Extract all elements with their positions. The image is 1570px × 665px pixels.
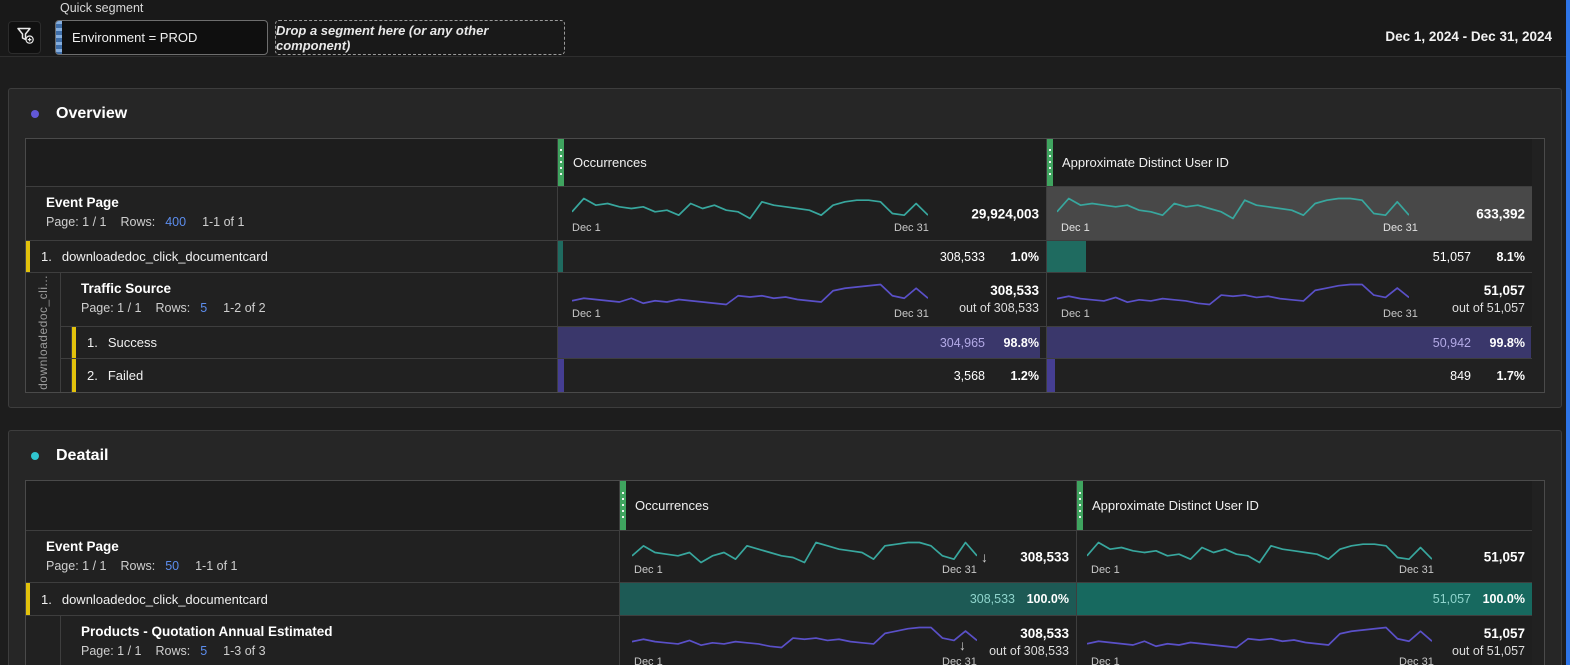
dimension-row-traffic-source[interactable]: Traffic Source Page: 1 / 1 Rows: 5 1-2 o… [61,273,558,327]
overview-panel: Overview Occurrences Approximate Distinc… [8,88,1562,408]
users-sparkline [1057,196,1409,221]
overview-panel-header: Overview [9,89,1561,138]
pager: Page: 1 / 1 Rows: 50 1-1 of 1 [46,559,238,573]
segment-pill[interactable]: Environment = PROD [55,20,268,55]
overview-freeform-table: Occurrences Approximate Distinct User ID… [25,138,1545,393]
column-drag-handle[interactable] [558,139,564,186]
event-page-occurrences-cell[interactable]: Dec 1 Dec 31 29,924,003 [558,187,1047,241]
value-bar [1047,241,1087,272]
total-value: 29,924,003 [971,206,1039,221]
detail-panel-header: Deatail [9,431,1561,480]
row-drag-handle[interactable] [72,327,76,358]
rows-count-dropdown[interactable]: 5 [200,644,208,658]
breakdown-parent-label [26,616,61,665]
panel-color-dot [31,109,39,118]
row-failed[interactable]: 2. Failed [72,359,558,392]
traffic-users-cell[interactable]: Dec 1 Dec 31 51,057 out of 51,057 [1047,273,1532,327]
sort-descending-icon[interactable]: ↓ [959,637,966,653]
item-users-cell[interactable]: 51,057 8.1% [1047,241,1532,273]
panel-color-dot [31,451,39,460]
event-page-users-cell[interactable]: Dec 1 Dec 31 51,057 [1077,531,1532,583]
rows-count-dropdown[interactable]: 5 [200,301,208,315]
column-drag-handle[interactable] [1077,481,1083,530]
detail-freeform-table: Occurrences Approximate Distinct User ID… [25,480,1545,665]
dimension-row-event-page[interactable]: Event Page Page: 1 / 1 Rows: 50 1-1 of 1 [26,531,620,583]
value-bar [1077,583,1532,615]
breakdown-parent-label: downloadedoc_cli... [26,273,61,392]
item-users-cell[interactable]: 51,057 100.0% [1077,583,1532,616]
indent-spacer [61,359,72,392]
column-drag-handle[interactable] [620,481,626,530]
failed-occurrences-cell[interactable]: 3,568 1.2% [558,359,1047,392]
row-downloadedoc-click-documentcard[interactable]: 1. downloadedoc_click_documentcard [26,241,558,273]
rows-count-dropdown[interactable]: 50 [165,559,180,573]
value-bar [558,359,564,392]
event-page-occurrences-cell[interactable]: Dec 1 Dec 31 ↓ 308,533 [620,531,1077,583]
row-drag-handle[interactable] [26,583,30,615]
date-range[interactable]: Dec 1, 2024 - Dec 31, 2024 [1385,29,1552,44]
value-bar [558,241,563,272]
value-bar [1047,359,1056,392]
value-bar [1047,327,1532,358]
success-occurrences-cell[interactable]: 304,965 98.8% [558,327,1047,359]
dimension-row-event-page[interactable]: Event Page Page: 1 / 1 Rows: 400 1-1 of … [26,187,558,241]
occurrences-sparkline [572,196,928,221]
segment-drag-handle[interactable] [56,21,62,54]
row-drag-handle[interactable] [72,359,76,392]
occurrences-sparkline [572,282,928,307]
row-downloadedoc-click-documentcard[interactable]: 1. downloadedoc_click_documentcard [26,583,620,616]
rows-count-dropdown[interactable]: 400 [165,215,187,229]
row-success[interactable]: 1. Success [72,327,558,359]
column-header-occurrences[interactable]: Occurrences [620,481,1077,531]
success-users-cell[interactable]: 50,942 99.8% [1047,327,1532,359]
value-bar [620,583,1076,615]
users-sparkline [1087,540,1432,565]
total-value: 633,392 [1476,206,1525,221]
item-occurrences-cell[interactable]: 308,533 1.0% [558,241,1047,273]
table-corner-cell [26,139,558,187]
dimension-row-products[interactable]: Products - Quotation Annual Estimated Pa… [61,616,620,665]
item-occurrences-cell[interactable]: 308,533 100.0% [620,583,1077,616]
indent-spacer [61,327,72,359]
pager: Page: 1 / 1 Rows: 5 1-2 of 2 [81,301,266,315]
value-bar [558,327,1041,358]
column-header-users[interactable]: Approximate Distinct User ID [1077,481,1532,531]
products-users-cell[interactable]: Dec 1 Dec 31 51,057 out of 51,057 [1077,616,1532,665]
filter-add-icon [15,25,35,50]
row-drag-handle[interactable] [26,241,30,272]
segment-drop-zone[interactable]: Drop a segment here (or any other compon… [275,20,565,55]
window-focus-edge [1566,0,1570,665]
event-page-users-cell-selected[interactable]: Dec 1 Dec 31 633,392 [1047,187,1532,241]
segment-pill-label: Environment = PROD [72,30,198,45]
column-header-occurrences[interactable]: Occurrences [558,139,1047,187]
add-filter-button[interactable] [8,21,41,54]
users-sparkline [1087,625,1432,650]
occurrences-sparkline [632,625,977,650]
products-occurrences-cell[interactable]: Dec 1 Dec 31 ↓ 308,533 out of 308,533 [620,616,1077,665]
traffic-occurrences-cell[interactable]: Dec 1 Dec 31 308,533 out of 308,533 [558,273,1047,327]
panel-title: Overview [56,104,128,122]
users-sparkline [1057,282,1409,307]
column-header-users[interactable]: Approximate Distinct User ID [1047,139,1532,187]
panel-title: Deatail [56,446,109,464]
pager: Page: 1 / 1 Rows: 400 1-1 of 1 [46,215,245,229]
sort-descending-icon[interactable]: ↓ [981,548,988,565]
quick-segment-label: Quick segment [60,1,144,15]
quick-segment-bar: Quick segment Environment = PROD Drop a … [0,0,1570,57]
column-drag-handle[interactable] [1047,139,1053,186]
detail-panel: Deatail Occurrences Approximate Distinct… [8,430,1562,665]
table-corner-cell [26,481,620,531]
failed-users-cell[interactable]: 849 1.7% [1047,359,1532,392]
pager: Page: 1 / 1 Rows: 5 1-3 of 3 [81,644,266,658]
occurrences-sparkline [632,540,977,565]
